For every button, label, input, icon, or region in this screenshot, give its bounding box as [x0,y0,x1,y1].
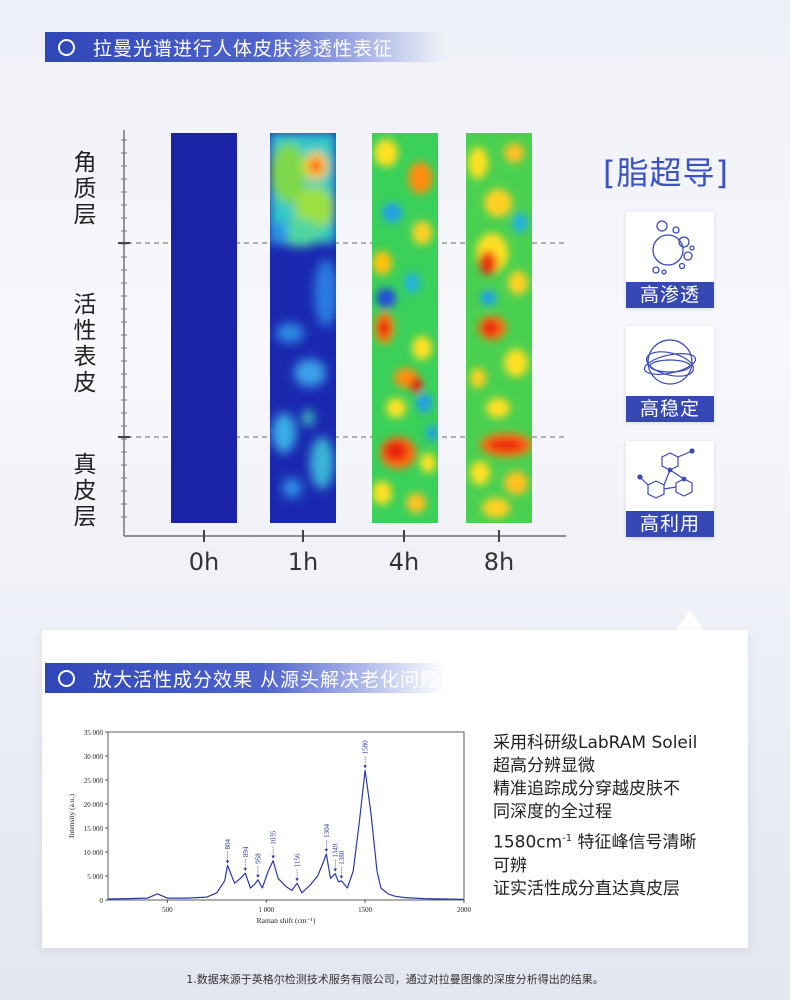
heatmap-4h [372,133,438,523]
plot-frame [107,731,465,901]
spectrum-line [107,769,465,900]
time-label-1h: 1h [287,548,319,576]
footnote: 1.数据来源于英格尔检测技术服务有限公司，通过对拉曼图像的深度分析得出的结果。 [186,973,604,986]
desc-line: 采用科研级LabRAM Soleil [493,733,698,753]
section-title: 拉曼光谱进行人体皮肤渗透性表征 [93,37,394,60]
layer-label-stratum: 角质层 [73,150,97,228]
card-notch [676,610,704,630]
peak-label: 958 [254,853,262,864]
peak-arrow [363,765,367,769]
layer-label-dermis: 真皮层 [73,452,97,530]
y-tick-label: 0 [100,897,104,905]
peak-label: 1035 [270,830,278,845]
desc-line: 超高分辨显微 [493,756,595,776]
peak-label: 1156 [294,853,302,867]
bubbles-icon [652,220,695,275]
section-banner-raman: 拉曼光谱进行人体皮肤渗透性表征 [45,32,445,62]
y-tick-label: 20 000 [84,801,104,809]
x-tick-label: 2000 [457,906,472,914]
description: 采用科研级LabRAM Soleil 超高分辨显微 精准追踪成分穿越皮肤不 同深… [493,732,733,901]
time-label-4h: 4h [388,548,420,576]
desc-line: 同深度的全过程 [493,802,612,822]
x-axis-label: Raman shift (cm⁻¹) [257,916,316,925]
peak-label: 1349 [332,843,340,858]
orbit-icon [643,339,697,385]
desc-line: 可辨 [493,855,527,876]
peak-arrow [339,875,344,879]
section-banner-active: 放大活性成分效果 从源头解决老化问题 [45,663,445,693]
peak-arrow [271,855,275,859]
feature-card-utilization: 高利用 [626,441,714,537]
y-tick-label: 5 000 [87,873,103,881]
feature-label: 高利用 [626,511,714,537]
y-tick-label: 30 000 [84,753,104,761]
peak-label: 1380 [338,850,346,865]
heatmap-8h [466,133,532,523]
feature-label: 高渗透 [626,282,714,308]
raman-spectrum-chart: 0 5 000 10 000 15 000 20 000 25 000 30 000 35 0… [67,729,472,925]
x-tick-label: 1500 [358,906,373,914]
feature-card-stability: 高稳定 [626,326,714,422]
peak-arrow [333,868,338,872]
heatmap-0h [171,133,237,523]
section-title: 放大活性成分效果 从源头解决老化问题 [93,668,441,691]
x-tick-label: 500 [162,906,173,914]
time-label-0h: 0h [188,548,220,576]
circle-icon [58,38,75,56]
y-tick-label: 10 000 [84,849,104,857]
peak-arrow [243,868,248,872]
desc-line: 1580cm-1 特征峰信号清晰 [493,832,697,853]
peak-label: 1580 [362,740,370,755]
desc-line: 精准追踪成分穿越皮肤不 [493,779,680,799]
peak-arrow [324,848,329,852]
peak-arrow [295,878,299,882]
time-label-8h: 8h [483,548,515,576]
molecule-icon [637,448,695,499]
x-tick-label: 1 000 [258,906,274,914]
peak-arrow [256,874,260,878]
y-tick-label: 35 000 [84,729,104,737]
y-tick-label: 25 000 [84,777,104,785]
feature-card-penetration: 高渗透 [626,212,714,308]
brand-title: [脂超导] [603,154,729,192]
heatmap-1h [270,133,336,523]
layer-label-epidermis: 活性表皮 [73,292,97,396]
peak-label: 804 [224,838,232,849]
y-tick-label: 15 000 [84,825,104,833]
feature-label: 高稳定 [626,396,714,422]
peak-label: 1304 [323,823,331,838]
y-axis-label: Intensity (a.u.) [67,794,76,838]
peak-label: 894 [242,846,250,857]
desc-line: 证实活性成分直达真皮层 [493,878,680,899]
circle-icon [58,669,75,687]
peak-arrow [225,860,230,864]
